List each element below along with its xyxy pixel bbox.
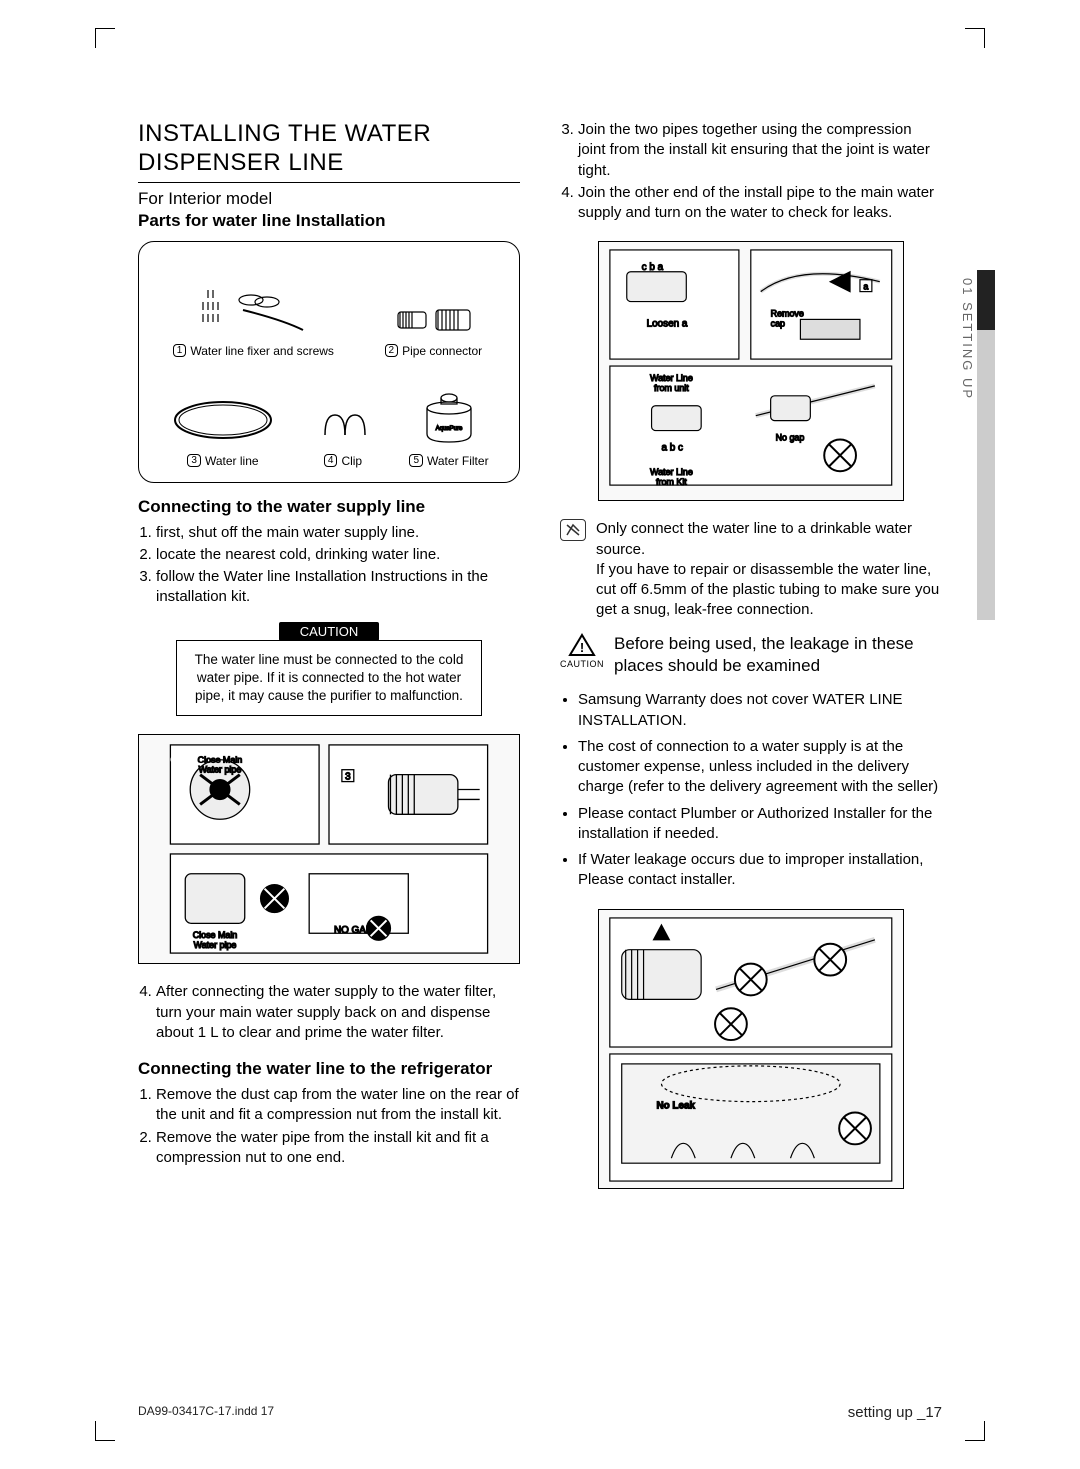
bullet: Samsung Warranty does not cover WATER LI…	[578, 690, 942, 731]
left-column: INSTALLING THE WATER DISPENSER LINE For …	[138, 120, 520, 1379]
connect-supply-heading: Connecting to the water supply line	[138, 497, 520, 517]
part-num: 5	[409, 454, 423, 467]
side-tab-grey	[977, 330, 995, 620]
bullet: If Water leakage occurs due to improper …	[578, 850, 942, 891]
part-label: Water line fixer and screws	[190, 344, 334, 358]
parts-diagram: 1Water line fixer and screws 2Pipe conne…	[138, 241, 520, 483]
caution-body: The water line must be connected to the …	[176, 640, 482, 717]
svg-text:Close Main: Close Main	[193, 930, 238, 940]
part-label: Pipe connector	[402, 344, 482, 358]
svg-text:from Kit: from Kit	[656, 477, 687, 487]
crop-mark-tl	[95, 28, 115, 48]
svg-text:Water Line: Water Line	[650, 373, 693, 383]
supply-steps-cont: After connecting the water supply to the…	[138, 982, 520, 1043]
note-text: Only connect the water line to a drinkab…	[596, 520, 912, 557]
supply-steps: first, shut off the main water supply li…	[138, 523, 520, 608]
caution-header: CAUTION	[279, 622, 379, 641]
page-content: 01 SETTING UP INSTALLING THE WATER DISPE…	[138, 120, 942, 1379]
svg-text:a: a	[864, 282, 869, 292]
svg-text:Water pipe: Water pipe	[194, 940, 237, 950]
parts-heading: Parts for water line Installation	[138, 211, 520, 231]
svg-text:from unit: from unit	[654, 383, 689, 393]
step: Join the two pipes together using the co…	[578, 120, 942, 181]
svg-text:cap: cap	[771, 319, 785, 329]
diagram-water-pipe: Close Main Water pipe Close Main Water p…	[138, 734, 520, 964]
diagram-leak-check: No Leak	[598, 909, 904, 1189]
svg-text:Water Line: Water Line	[650, 467, 693, 477]
svg-text:AquaPure: AquaPure	[436, 426, 463, 432]
clip-icon	[313, 400, 373, 450]
diagram3-svg: No Leak	[599, 910, 903, 1188]
part-num: 2	[385, 344, 399, 357]
svg-text:!: !	[580, 640, 584, 655]
warranty-bullets: Samsung Warranty does not cover WATER LI…	[560, 690, 942, 890]
caution2-row: ! CAUTION Before being used, the leakage…	[560, 633, 942, 679]
step: Join the other end of the install pipe t…	[578, 183, 942, 224]
crop-mark-br	[965, 1421, 985, 1441]
step: first, shut off the main water supply li…	[156, 523, 520, 543]
screws-icon	[193, 280, 313, 340]
svg-text:No Leak: No Leak	[657, 1100, 696, 1111]
parts-cell-5: AquaPure 5 Water Filter	[389, 362, 509, 472]
caution-box: CAUTION The water line must be connected…	[176, 622, 482, 717]
connect-fridge-heading: Connecting the water line to the refrige…	[138, 1059, 520, 1079]
diagram-compression: c b a Loosen a a Remove cap Water Line f…	[598, 241, 904, 501]
page-footer: DA99-03417C-17.indd 17 setting up _17	[138, 1404, 942, 1421]
step: Remove the dust cap from the water line …	[156, 1085, 520, 1126]
step: Remove the water pipe from the install k…	[156, 1128, 520, 1169]
note-text2: If you have to repair or disassemble the…	[596, 561, 939, 619]
side-tab-bar	[977, 270, 995, 330]
page-title: INSTALLING THE WATER DISPENSER LINE	[138, 120, 520, 183]
note-icon	[560, 519, 586, 541]
parts-cell-3: 3 Water line	[149, 362, 297, 472]
diagram2-svg: c b a Loosen a a Remove cap Water Line f…	[599, 242, 903, 500]
crop-mark-tr	[965, 28, 985, 48]
right-column: Join the two pipes together using the co…	[560, 120, 942, 1379]
footer-right: setting up _17	[848, 1404, 942, 1421]
fridge-steps-a: Remove the dust cap from the water line …	[138, 1085, 520, 1168]
bullet: Please contact Plumber or Authorized Ins…	[578, 804, 942, 845]
footer-label: setting up _	[848, 1404, 926, 1421]
caution-small-label: CAUTION	[560, 659, 604, 669]
svg-text:No gap: No gap	[776, 433, 805, 443]
part-num: 4	[324, 454, 338, 467]
caution-icon: ! CAUTION	[560, 633, 604, 669]
interior-subheading: For Interior model	[138, 189, 520, 209]
svg-text:Water pipe: Water pipe	[199, 765, 242, 775]
fridge-steps-b: Join the two pipes together using the co…	[560, 120, 942, 223]
footer-left: DA99-03417C-17.indd 17	[138, 1404, 274, 1421]
svg-text:Close Main: Close Main	[198, 755, 243, 765]
part-num: 1	[173, 344, 187, 357]
pipe-connector-icon	[388, 300, 478, 340]
step: follow the Water line Installation Instr…	[156, 567, 520, 608]
part-label: Water Filter	[427, 454, 489, 468]
crop-mark-bl	[95, 1421, 115, 1441]
note-row: Only connect the water line to a drinkab…	[560, 519, 942, 620]
parts-cell-1: 1Water line fixer and screws	[149, 252, 358, 362]
diagram1-svg: Close Main Water pipe Close Main Water p…	[139, 735, 519, 963]
svg-text:Remove: Remove	[771, 309, 804, 319]
bullet: The cost of connection to a water supply…	[578, 737, 942, 798]
note-text-block: Only connect the water line to a drinkab…	[596, 519, 942, 620]
parts-cell-4: 4Clip	[297, 362, 389, 472]
side-tab-text: 01 SETTING UP	[958, 270, 977, 408]
part-label: Water line	[205, 454, 259, 468]
part-num: 3	[187, 454, 201, 467]
svg-text:c b a: c b a	[642, 262, 664, 273]
footer-page: 17	[925, 1404, 942, 1421]
svg-text:3: 3	[345, 772, 351, 783]
parts-cell-2: 2Pipe connector	[358, 252, 509, 362]
filter-icon: AquaPure	[414, 380, 484, 450]
step: After connecting the water supply to the…	[156, 982, 520, 1043]
caution2-text: Before being used, the leakage in these …	[614, 633, 942, 679]
svg-text:Loosen a: Loosen a	[647, 319, 688, 330]
step: locate the nearest cold, drinking water …	[156, 545, 520, 565]
part-label: Clip	[341, 454, 362, 468]
svg-text:a b c: a b c	[662, 443, 684, 454]
waterline-icon	[168, 390, 278, 450]
